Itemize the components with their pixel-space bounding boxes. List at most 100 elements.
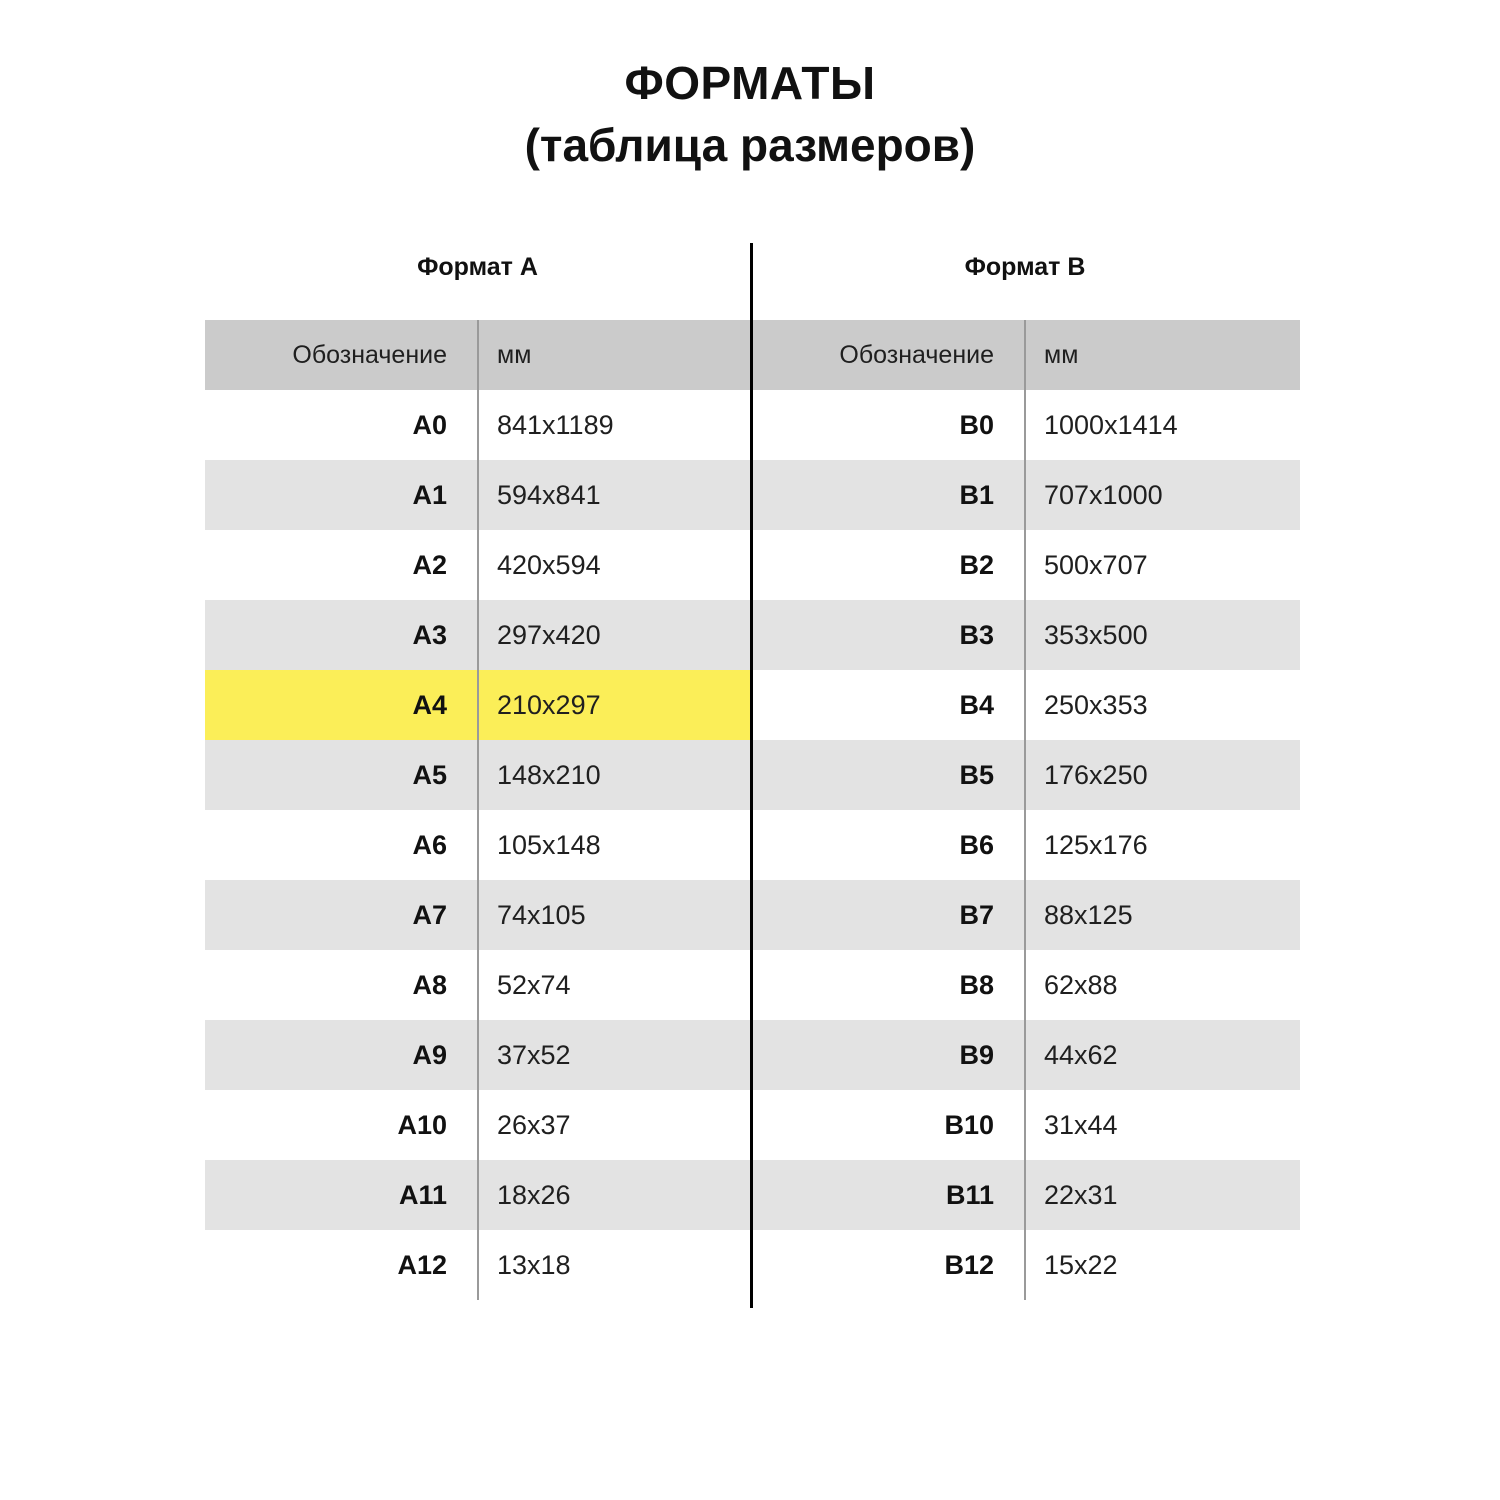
table-half-left: A3 297x420: [205, 600, 750, 670]
cell-mm-B10: 31x44: [1044, 1110, 1118, 1140]
cell-designation-B2: B2: [959, 550, 994, 580]
cell-designation-B10: B10: [944, 1110, 994, 1140]
table-row: A10 26x37 B10 31x44: [205, 1090, 1300, 1160]
table-row: A1 594x841 B1 707x1000: [205, 460, 1300, 530]
cell-mm-A6: 105x148: [497, 830, 601, 860]
cell-mm-B4: 250x353: [1044, 690, 1148, 720]
cell-mm-B0: 1000x1414: [1044, 410, 1178, 440]
cell-mm-A3: 297x420: [497, 620, 601, 650]
table-half-right: B2 500x707: [752, 530, 1300, 600]
table-half-left: A7 74x105: [205, 880, 750, 950]
cell-mm-A9: 37x52: [497, 1040, 571, 1070]
table-half-right: B11 22x31: [752, 1160, 1300, 1230]
column-header-mm-a: мм: [497, 341, 532, 369]
table-row: A8 52x74 B8 62x88: [205, 950, 1300, 1020]
table-half-right: B0 1000x1414: [752, 390, 1300, 460]
table-half-right: B4 250x353: [752, 670, 1300, 740]
cell-designation-B12: B12: [944, 1250, 994, 1280]
table-half-left: A0 841x1189: [205, 390, 750, 460]
table-row: A6 105x148 B6 125x176: [205, 810, 1300, 880]
table-half-left: A4 210x297: [205, 670, 750, 740]
table-half-left: A12 13x18: [205, 1230, 750, 1300]
group-captions: Формат А Формат В: [205, 243, 1300, 320]
table-rows: Обозначение мм Обозначение мм A0 841x1189 B0 10…: [205, 320, 1300, 1308]
cell-designation-B0: B0: [959, 410, 994, 440]
table-half-right: B7 88x125: [752, 880, 1300, 950]
table-half-left: A6 105x148: [205, 810, 750, 880]
cell-designation-A5: A5: [412, 760, 447, 790]
cell-designation-B6: B6: [959, 830, 994, 860]
page-title: ФОРМАТЫ (таблица размеров): [0, 52, 1500, 176]
cell-mm-A2: 420x594: [497, 550, 601, 580]
cell-designation-A12: A12: [397, 1250, 447, 1280]
table-row: A5 148x210 B5 176x250: [205, 740, 1300, 810]
cell-designation-B4: B4: [959, 690, 994, 720]
cell-designation-A0: A0: [412, 410, 447, 440]
table-half-left: A11 18x26: [205, 1160, 750, 1230]
cell-mm-B5: 176x250: [1044, 760, 1148, 790]
cell-designation-A7: A7: [412, 900, 447, 930]
title-line-1: ФОРМАТЫ: [624, 57, 876, 109]
table-header-row: Обозначение мм Обозначение мм: [205, 320, 1300, 390]
group-caption-format-b: Формат В: [964, 253, 1086, 281]
column-header-designation-a: Обозначение: [292, 341, 447, 369]
table-half-right: B8 62x88: [752, 950, 1300, 1020]
table-half-left: A10 26x37: [205, 1090, 750, 1160]
column-header-mm-b: мм: [1044, 341, 1079, 369]
cell-mm-B9: 44x62: [1044, 1040, 1118, 1070]
cell-designation-B7: B7: [959, 900, 994, 930]
cell-mm-B2: 500x707: [1044, 550, 1148, 580]
title-line-2: (таблица размеров): [524, 119, 976, 171]
cell-designation-B11: B11: [945, 1180, 994, 1210]
table-row: A11 18x26 B11 22x31: [205, 1160, 1300, 1230]
cell-mm-B1: 707x1000: [1044, 480, 1163, 510]
table-half-right: B9 44x62: [752, 1020, 1300, 1090]
cell-mm-B8: 62x88: [1044, 970, 1118, 1000]
cell-mm-B7: 88x125: [1044, 900, 1133, 930]
table-half-left: A1 594x841: [205, 460, 750, 530]
table-half-right: B6 125x176: [752, 810, 1300, 880]
cell-mm-B6: 125x176: [1044, 830, 1148, 860]
table-half-right: B10 31x44: [752, 1090, 1300, 1160]
cell-designation-A4: A4: [412, 690, 447, 720]
cell-mm-A1: 594x841: [497, 480, 601, 510]
table-half-left: A8 52x74: [205, 950, 750, 1020]
column-header-designation-b: Обозначение: [839, 341, 994, 369]
cell-designation-A6: A6: [412, 830, 447, 860]
table-half-right: B1 707x1000: [752, 460, 1300, 530]
cell-designation-A9: A9: [412, 1040, 447, 1070]
center-divider: [750, 243, 753, 1308]
cell-designation-B8: B8: [959, 970, 994, 1000]
cell-designation-A10: A10: [397, 1110, 447, 1140]
table-row: A9 37x52 B9 44x62: [205, 1020, 1300, 1090]
cell-designation-A11: A11: [398, 1180, 447, 1210]
table-row: A7 74x105 B7 88x125: [205, 880, 1300, 950]
table-half-right: B5 176x250: [752, 740, 1300, 810]
table-row: A12 13x18 B12 15x22: [205, 1230, 1300, 1300]
cell-mm-A7: 74x105: [497, 900, 586, 930]
cell-designation-A8: A8: [412, 970, 447, 1000]
table-half-right: B3 353x500: [752, 600, 1300, 670]
cell-designation-A1: A1: [412, 480, 447, 510]
formats-table: Формат А Формат В Обозначение мм Обозначен…: [205, 243, 1300, 1308]
table-row: A0 841x1189 B0 1000x1414: [205, 390, 1300, 460]
cell-designation-B1: B1: [959, 480, 994, 510]
table-half-left: A9 37x52: [205, 1020, 750, 1090]
cell-mm-A0: 841x1189: [497, 410, 614, 440]
table-half-right: Обозначение мм: [752, 320, 1300, 390]
cell-mm-A8: 52x74: [497, 970, 571, 1000]
cell-mm-A5: 148x210: [497, 760, 601, 790]
cell-mm-B12: 15x22: [1044, 1250, 1118, 1280]
cell-designation-A3: A3: [412, 620, 447, 650]
cell-designation-B3: B3: [959, 620, 994, 650]
table-row: A4 210x297 B4 250x353: [205, 670, 1300, 740]
cell-mm-B11: 22x31: [1044, 1180, 1118, 1210]
cell-mm-A11: 18x26: [497, 1180, 571, 1210]
group-caption-format-a: Формат А: [417, 253, 538, 281]
cell-designation-B9: B9: [959, 1040, 994, 1070]
cell-mm-A12: 13x18: [497, 1250, 571, 1280]
table-row: A2 420x594 B2 500x707: [205, 530, 1300, 600]
table-half-left: A5 148x210: [205, 740, 750, 810]
cell-mm-A4: 210x297: [497, 690, 601, 720]
cell-mm-B3: 353x500: [1044, 620, 1148, 650]
